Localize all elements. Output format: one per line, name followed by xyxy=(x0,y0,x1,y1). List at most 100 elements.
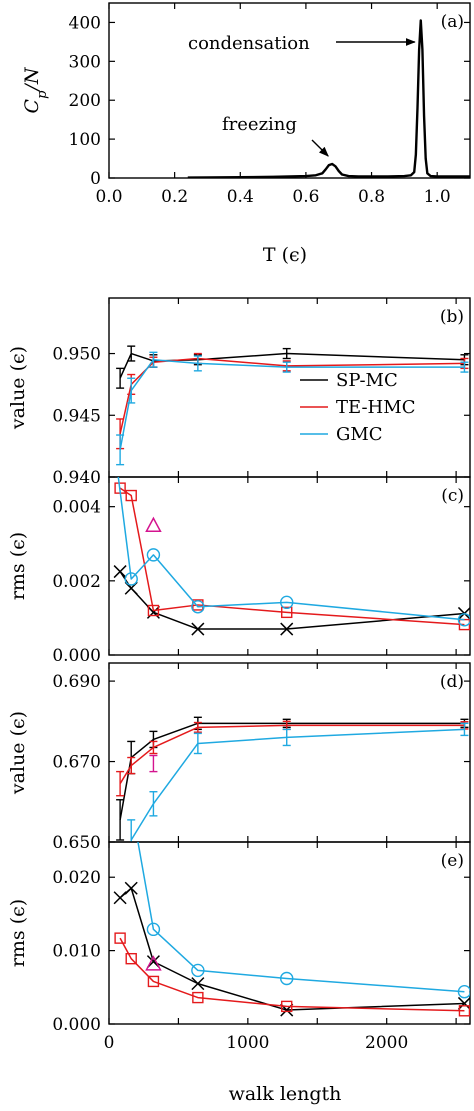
series-line-d-TE-HMC xyxy=(119,724,465,785)
legend-label-SP-MC: SP-MC xyxy=(336,370,398,391)
series-line-c-GMC xyxy=(117,477,465,621)
x-tick-label-a: 0.4 xyxy=(227,187,254,207)
y-tick-label-a: 400 xyxy=(69,13,101,33)
plot-frame-e xyxy=(108,841,471,1025)
y-tick-label-a: 200 xyxy=(69,91,101,111)
y-tick-label-d: 0.690 xyxy=(52,672,101,692)
marker-circle-c xyxy=(124,572,138,586)
series-layer-d xyxy=(116,716,469,842)
y-tick-label-a: 300 xyxy=(69,52,101,72)
panel-label-c: (c) xyxy=(441,486,464,506)
series-line-b-TE-HMC xyxy=(119,357,465,434)
y-tick-label-e: 0.020 xyxy=(52,868,101,888)
marker-circle-e xyxy=(125,798,137,810)
marker-triangle-c xyxy=(145,516,162,532)
panel-label-e: (e) xyxy=(441,851,464,871)
marker-cross-c xyxy=(113,565,127,579)
legend-label-TE-HMC: TE-HMC xyxy=(336,397,415,418)
x-tick-label-a: 0.0 xyxy=(95,187,122,207)
x-tick-label-a: 0.6 xyxy=(292,187,319,207)
plots-layer: 0 100 200 300 400 0.0 0.2 0.4 0.6 0.8 1.0 (a) Cp/N co… xyxy=(7,2,471,1053)
legend-label-GMC: GMC xyxy=(336,424,383,445)
x-tick-label-a: 1.0 xyxy=(424,187,451,207)
marker-square-c xyxy=(147,604,160,617)
x-axis-title-bottom: walk length xyxy=(229,1083,342,1105)
series-line-a-SP-MC xyxy=(187,19,470,178)
y-tick-label-c: 0.004 xyxy=(52,498,101,518)
y-axis-title-a: Cp/N xyxy=(21,66,50,113)
series-line-b-GMC xyxy=(119,358,465,450)
annotation-condensation: condensation xyxy=(188,33,310,54)
marker-circle-e xyxy=(191,963,205,978)
marker-cross-e xyxy=(457,996,470,1010)
plot-frame-c xyxy=(108,476,471,656)
marker-square-c xyxy=(281,606,293,619)
y-tick-label-c: 0.000 xyxy=(52,646,101,666)
marker-triangle-e xyxy=(145,955,162,971)
x-tick-label-a: 0.8 xyxy=(358,187,385,207)
marker-square-e xyxy=(125,952,137,965)
y-tick-label-a: 0 xyxy=(90,169,101,189)
marker-circle-c xyxy=(191,600,205,614)
y-tick-label-b: 0.950 xyxy=(52,345,101,365)
annotation-arrow-freezing xyxy=(311,139,329,157)
marker-circle-c xyxy=(146,548,161,562)
y-tick-label-e: 0.010 xyxy=(52,942,101,962)
plot-frame-a xyxy=(108,2,471,179)
panel-d: 0.650 0.670 0.690 (d) value (ϵ) xyxy=(7,662,471,853)
y-axis-title-b: value (ϵ) xyxy=(7,346,29,430)
marker-cross-e xyxy=(113,891,127,905)
plot-frame-b xyxy=(108,297,471,478)
marker-circle-e xyxy=(146,922,161,937)
y-tick-label-d: 0.670 xyxy=(52,753,101,773)
panel-label-a: (a) xyxy=(441,12,464,32)
marker-circle-e xyxy=(457,985,470,999)
marker-cross-c xyxy=(146,605,160,619)
marker-square-e xyxy=(281,1000,293,1013)
marker-square-e xyxy=(458,1005,470,1017)
marker-square-e xyxy=(147,975,160,988)
x-tick-label-a: 0.2 xyxy=(161,187,188,207)
series-line-e-SP-MC xyxy=(119,887,465,1011)
x-tick-label-e: 1000 xyxy=(226,1033,269,1053)
y-tick-label-b: 0.945 xyxy=(52,406,101,426)
panel-label-d: (d) xyxy=(440,672,464,692)
series-layer-b xyxy=(116,345,469,466)
y-axis-title-e: rms (ϵ) xyxy=(7,899,29,967)
series-layer-a xyxy=(187,19,470,178)
panel-e: 0.000 0.010 0.020 0 1000 2000 (e) rms (ϵ) xyxy=(7,798,471,1053)
y-tick-label-a: 100 xyxy=(69,130,101,150)
panel-c: 0.000 0.002 0.004 (c) rms (ϵ) xyxy=(7,476,471,666)
plot-frame-d xyxy=(108,662,471,843)
series-line-e-TE-HMC xyxy=(119,937,465,1012)
panel-a: 0 100 200 300 400 0.0 0.2 0.4 0.6 0.8 1.0 (a) Cp/N co… xyxy=(21,2,471,207)
panel-b: 0.940 0.945 0.950 (b) value (ϵ) SP-MC TE-HMC GM… xyxy=(7,297,471,488)
series-line-d-GMC xyxy=(130,728,465,841)
series-layer-c xyxy=(113,477,470,636)
marker-cross-e xyxy=(124,881,138,895)
marker-square-e xyxy=(114,932,126,944)
x-tick-label-e: 2000 xyxy=(365,1033,408,1053)
y-axis-title-d: value (ϵ) xyxy=(7,711,29,795)
annotation-freezing: freezing xyxy=(222,114,297,135)
series-layer-e xyxy=(113,798,470,1017)
marker-square-c xyxy=(125,489,137,502)
marker-cross-e xyxy=(191,977,205,991)
x-tick-label-e: 0 xyxy=(104,1033,115,1053)
y-tick-label-c: 0.002 xyxy=(52,572,101,592)
y-tick-label-d: 0.650 xyxy=(52,833,101,853)
marker-square-e xyxy=(192,991,204,1004)
marker-circle-c xyxy=(457,613,470,627)
marker-circle-c xyxy=(280,595,294,610)
y-axis-title-c: rms (ϵ) xyxy=(7,532,29,600)
y-tick-label-b: 0.940 xyxy=(52,468,101,488)
marker-cross-c xyxy=(191,622,205,636)
series-line-e-GMC xyxy=(137,842,465,993)
x-axis-title-top: T (ϵ) xyxy=(263,244,307,266)
panel-label-b: (b) xyxy=(440,307,464,327)
marker-circle-e xyxy=(280,971,294,986)
marker-cross-c xyxy=(280,622,294,636)
y-tick-label-e: 0.000 xyxy=(52,1015,101,1035)
series-line-c-TE-HMC xyxy=(119,487,465,626)
